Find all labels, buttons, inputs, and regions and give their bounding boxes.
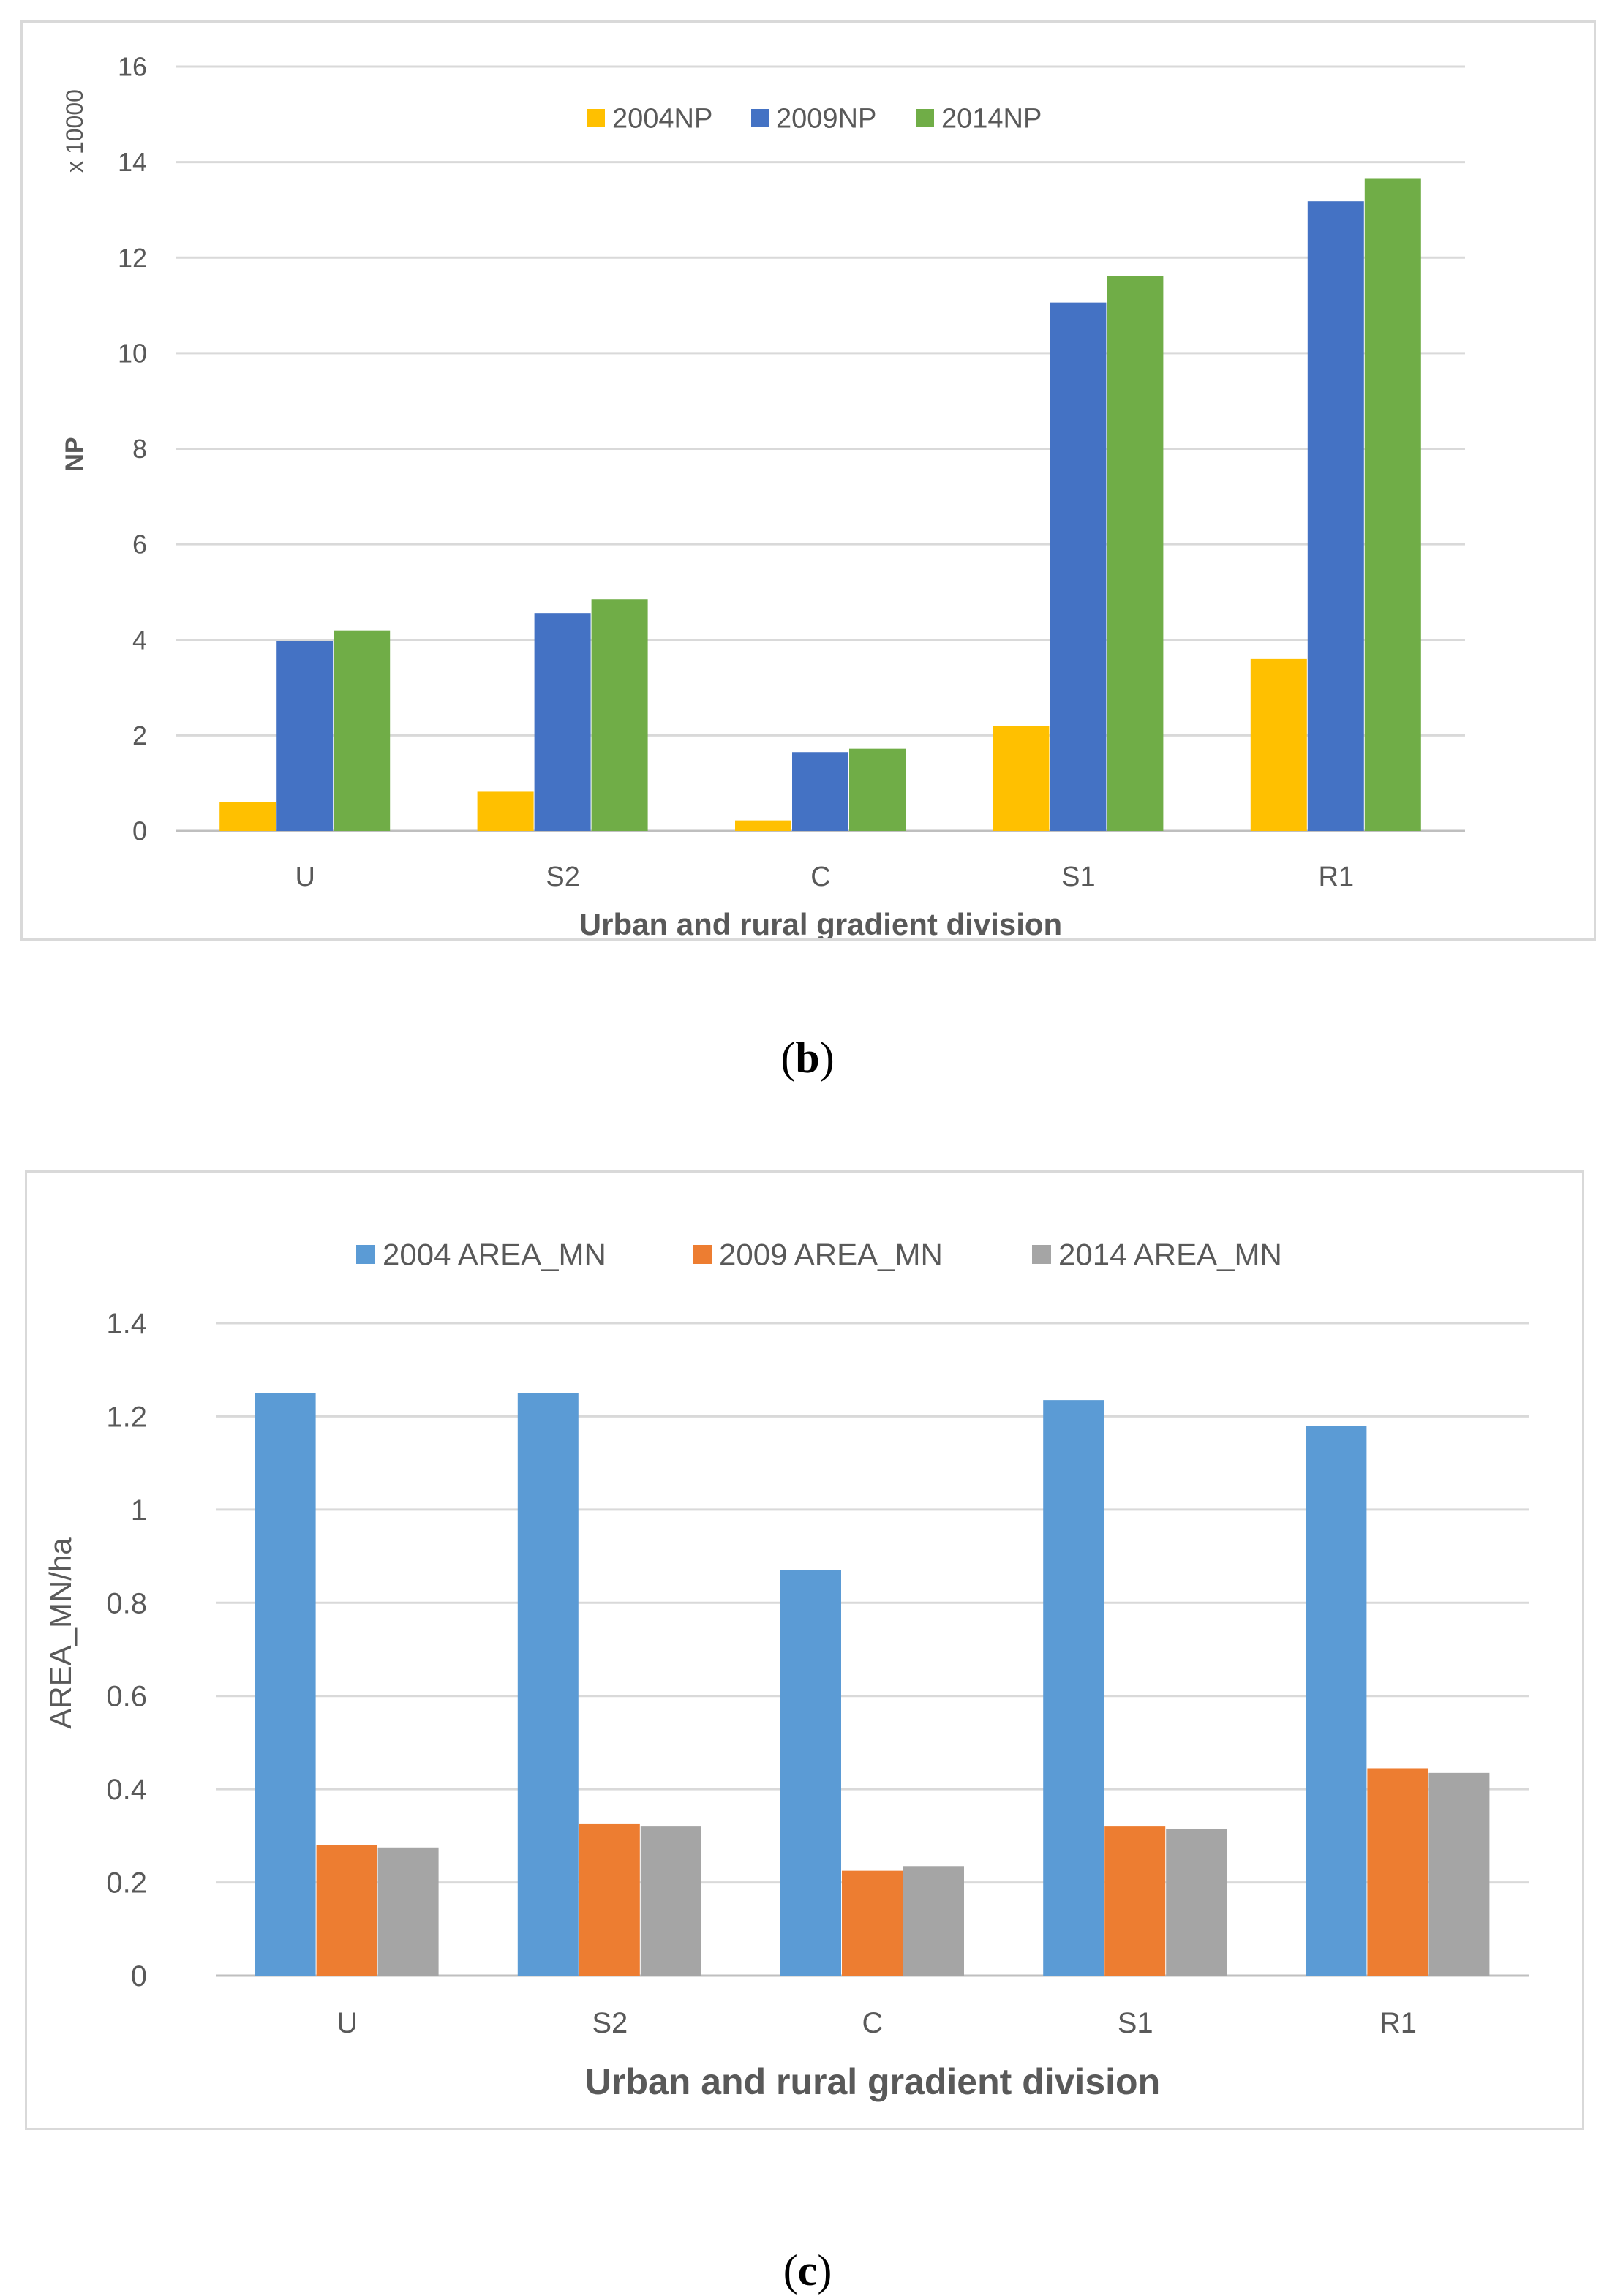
x-tick-label: S2 bbox=[546, 862, 579, 892]
caption-b-letter: b bbox=[795, 1034, 820, 1082]
legend-label: 2009 AREA_MN bbox=[719, 1238, 943, 1272]
chart-c: 0 0.2 0.4 0.6 0.8 1 1.2 1.4 U S2 C S1 R1 Urban and ru… bbox=[43, 1238, 1529, 2102]
bar-2004np-s1 bbox=[993, 726, 1050, 831]
y-tick-label: 4 bbox=[132, 625, 147, 655]
chart-b-frame: 0 2 4 6 8 10 12 14 16 U S2 C S1 R1 Urban and rural gra… bbox=[20, 20, 1596, 941]
bar-2009np-r1 bbox=[1307, 201, 1364, 831]
bar-2004np-r1 bbox=[1250, 658, 1307, 831]
bar-2009-area_mn-s2 bbox=[579, 1823, 640, 1976]
legend-swatch bbox=[1032, 1245, 1051, 1264]
x-tick-label: C bbox=[810, 862, 830, 892]
x-tick-label: S2 bbox=[592, 2007, 628, 2039]
bar-2004-area_mn-s1 bbox=[1043, 1400, 1104, 1976]
x-tick-label: S1 bbox=[1118, 2007, 1153, 2039]
caption-b: (b) bbox=[780, 1034, 835, 1082]
bar-2014-area_mn-r1 bbox=[1428, 1772, 1490, 1976]
bar-2009-area_mn-r1 bbox=[1367, 1768, 1428, 1976]
y-tick-label: 0.2 bbox=[106, 1867, 147, 1900]
y-axis-unit: x 10000 bbox=[61, 89, 88, 173]
bar-2009-area_mn-c bbox=[842, 1870, 903, 1976]
legend-swatch bbox=[693, 1245, 712, 1264]
legend-swatch bbox=[751, 109, 769, 127]
bar-2014np-u bbox=[334, 630, 391, 831]
y-axis-title: AREA_MN/ha bbox=[43, 1537, 78, 1729]
bar-2014np-r1 bbox=[1364, 178, 1421, 831]
bar-2014-area_mn-s2 bbox=[640, 1826, 701, 1976]
y-tick-label: 2 bbox=[132, 720, 147, 750]
y-tick-label: 1 bbox=[131, 1494, 147, 1527]
x-axis-title: Urban and rural gradient division bbox=[579, 907, 1062, 938]
y-tick-label: 0 bbox=[132, 816, 147, 846]
bar-2004np-c bbox=[735, 820, 791, 831]
y-axis-title: NP bbox=[61, 437, 89, 471]
legend-swatch bbox=[587, 109, 605, 127]
legend-label: 2014NP bbox=[941, 103, 1042, 134]
bar-2004-area_mn-s2 bbox=[517, 1393, 579, 1976]
y-tick-label: 6 bbox=[132, 530, 147, 560]
bar-2009-area_mn-u bbox=[316, 1845, 377, 1976]
y-tick-label: 8 bbox=[132, 434, 147, 464]
legend-swatch bbox=[916, 109, 934, 127]
y-tick-label: 12 bbox=[118, 243, 147, 273]
bar-2014np-c bbox=[849, 748, 906, 831]
bar-2014np-s2 bbox=[591, 599, 648, 831]
x-tick-label: R1 bbox=[1379, 2007, 1417, 2039]
legend-label: 2004 AREA_MN bbox=[383, 1238, 606, 1272]
bar-2004np-s2 bbox=[477, 791, 534, 831]
bar-2009np-s2 bbox=[534, 613, 591, 831]
x-tick-label: C bbox=[862, 2007, 884, 2039]
y-tick-label: 0.6 bbox=[106, 1681, 147, 1713]
caption-c: (c) bbox=[783, 2246, 832, 2295]
chart-c-frame: 0 0.2 0.4 0.6 0.8 1 1.2 1.4 U S2 C S1 R1 Urban and ru… bbox=[25, 1170, 1584, 2130]
legend-label: 2004NP bbox=[612, 103, 712, 134]
chart-b: 0 2 4 6 8 10 12 14 16 U S2 C S1 R1 Urban and rural gra… bbox=[61, 52, 1465, 938]
bar-2009np-s1 bbox=[1050, 302, 1107, 831]
bar-2009np-c bbox=[792, 752, 848, 831]
bar-2014np-s1 bbox=[1107, 276, 1164, 832]
y-tick-label: 1.2 bbox=[106, 1401, 147, 1433]
x-tick-label: U bbox=[295, 862, 315, 892]
bar-2004np-u bbox=[219, 802, 276, 831]
x-tick-label: S1 bbox=[1061, 862, 1095, 892]
bar-2014-area_mn-c bbox=[903, 1866, 964, 1976]
y-tick-label: 0.8 bbox=[106, 1587, 147, 1619]
bar-2004-area_mn-c bbox=[780, 1570, 841, 1976]
bar-2009-area_mn-s1 bbox=[1104, 1826, 1166, 1976]
y-tick-label: 0 bbox=[131, 1960, 147, 1992]
bar-2009np-u bbox=[276, 641, 334, 831]
x-tick-label: U bbox=[336, 2007, 358, 2039]
caption-c-letter: c bbox=[797, 2246, 818, 2295]
y-tick-label: 16 bbox=[118, 52, 147, 82]
legend-label: 2009NP bbox=[776, 103, 876, 134]
legend-swatch bbox=[356, 1245, 375, 1264]
y-tick-label: 0.4 bbox=[106, 1774, 147, 1806]
x-axis-title: Urban and rural gradient division bbox=[585, 2061, 1160, 2102]
bar-2014-area_mn-s1 bbox=[1166, 1829, 1227, 1976]
legend-label: 2014 AREA_MN bbox=[1058, 1238, 1282, 1272]
bar-2004-area_mn-r1 bbox=[1306, 1426, 1367, 1976]
y-tick-label: 14 bbox=[118, 147, 147, 177]
y-tick-label: 1.4 bbox=[106, 1308, 147, 1340]
y-tick-label: 10 bbox=[118, 338, 147, 368]
bar-2004-area_mn-u bbox=[255, 1393, 316, 1976]
bar-2014-area_mn-u bbox=[377, 1847, 439, 1976]
x-tick-label: R1 bbox=[1319, 862, 1355, 892]
